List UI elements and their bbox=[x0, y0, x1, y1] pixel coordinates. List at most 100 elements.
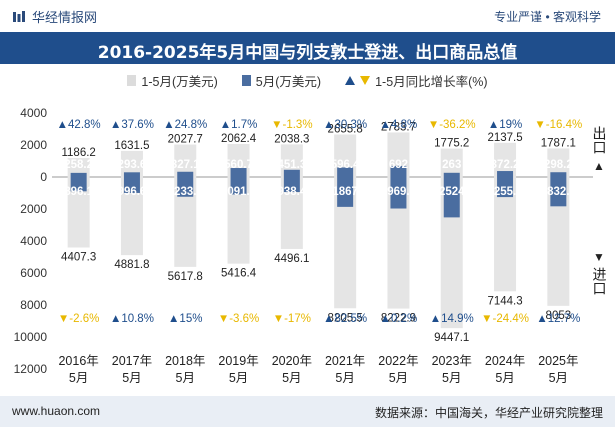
x-tick-label-month: 5月 bbox=[549, 371, 568, 385]
export-growth-label: ▼-36.2% bbox=[428, 119, 476, 131]
x-tick-label-month: 5月 bbox=[282, 371, 301, 385]
import-growth-label: ▲15% bbox=[168, 313, 202, 325]
export-growth-label: ▼-1.3% bbox=[271, 119, 312, 131]
import-ytd-bar bbox=[334, 177, 357, 309]
import-growth-label: ▲14.9% bbox=[430, 313, 474, 325]
import-ytd-label: 8205.5 bbox=[328, 312, 363, 324]
export-month-label: 298.2 bbox=[544, 159, 573, 171]
export-ytd-bar bbox=[440, 148, 463, 177]
x-tick-label-month: 5月 bbox=[122, 371, 141, 385]
export-month-label: 372.2 bbox=[491, 159, 520, 171]
import-month-bar bbox=[390, 177, 407, 209]
import-ytd-label: 4407.3 bbox=[61, 252, 96, 264]
import-month-label: 1867 bbox=[332, 186, 358, 198]
up-arrow-icon: ▲ bbox=[593, 159, 605, 173]
import-ytd-bar bbox=[174, 177, 197, 267]
x-tick-label-month: 5月 bbox=[495, 371, 514, 385]
chart-title: 2016-2025年5月中国与列支敦士登进、出口商品总值 bbox=[97, 43, 518, 63]
x-tick-label-year: 2016年 bbox=[58, 354, 98, 368]
export-ytd-label: 2027.7 bbox=[168, 134, 203, 146]
export-growth-label: ▲19% bbox=[488, 119, 522, 131]
export-month-label: 596.4 bbox=[331, 159, 360, 171]
x-tick-label-month: 5月 bbox=[229, 371, 248, 385]
import-ytd-label: 7144.3 bbox=[487, 295, 522, 307]
export-month-bar bbox=[497, 171, 514, 177]
import-ytd-label: 8053 bbox=[546, 310, 572, 322]
legend-ytd-swatch bbox=[127, 74, 137, 86]
export-month-bar bbox=[70, 172, 87, 177]
import-ytd-bar bbox=[67, 177, 90, 248]
import-ytd-bar bbox=[227, 177, 250, 264]
export-ytd-label: 2783.7 bbox=[381, 121, 416, 133]
x-tick-label-year: 2023年 bbox=[432, 354, 472, 368]
import-month-label: 996.6 bbox=[118, 186, 147, 198]
import-growth-label: ▼-17% bbox=[273, 313, 311, 325]
title-bar: 2016-2025年5月中国与列支敦士登进、出口商品总值 bbox=[0, 32, 615, 64]
export-ytd-bar bbox=[494, 142, 517, 177]
export-ytd-label: 1775.2 bbox=[434, 138, 469, 150]
x-tick-label-year: 2022年 bbox=[378, 354, 418, 368]
import-growth-label: ▲10.8% bbox=[110, 313, 154, 325]
export-month-bar bbox=[230, 168, 247, 177]
import-ytd-label: 5617.8 bbox=[168, 271, 203, 283]
export-ytd-label: 2655.8 bbox=[328, 124, 363, 136]
import-ytd-label: 4881.8 bbox=[114, 259, 149, 271]
import-growth-label: ▲0.2% bbox=[380, 313, 418, 325]
x-tick-label-month: 5月 bbox=[389, 371, 408, 385]
import-month-bar bbox=[283, 177, 300, 193]
export-ytd-label: 2038.3 bbox=[274, 133, 309, 145]
legend-growth-label: 1-5月同比增长率(%) bbox=[375, 74, 488, 89]
export-ytd-label: 1631.5 bbox=[114, 140, 149, 152]
legend-up-triangle-icon bbox=[345, 75, 356, 85]
top-bar: 华经情报网 专业严谨 • 客观科学 bbox=[0, 0, 615, 32]
legend-month: 5月(万美元) bbox=[241, 70, 322, 90]
x-tick-label-year: 2024年 bbox=[485, 354, 525, 368]
import-ytd-bar bbox=[547, 177, 570, 306]
import-month-label: 1255.1 bbox=[487, 186, 523, 198]
export-month-label: 560.7 bbox=[224, 159, 253, 171]
export-ytd-label: 1787.1 bbox=[541, 137, 576, 149]
brand-logo-icon bbox=[13, 10, 25, 22]
import-ytd-label: 5416.4 bbox=[221, 268, 257, 280]
import-ytd-bar bbox=[280, 177, 303, 249]
down-arrow-icon: ▼ bbox=[593, 250, 605, 264]
export-ytd-bar bbox=[67, 158, 90, 177]
export-growth-label: ▲42.8% bbox=[57, 119, 101, 131]
y-tick-label: 14000 bbox=[14, 394, 48, 396]
y-tick-label: 4000 bbox=[20, 106, 47, 120]
x-tick-label-year: 2021年 bbox=[325, 354, 365, 368]
footer-url[interactable]: www.huaon.com bbox=[12, 404, 101, 418]
footer-source: 数据来源：中国海关，华经产业研究院整理 bbox=[374, 406, 603, 420]
import-month-bar bbox=[497, 177, 514, 198]
export-ytd-label: 1186.2 bbox=[61, 147, 95, 159]
x-tick-label-month: 5月 bbox=[69, 371, 88, 385]
import-month-bar bbox=[123, 177, 140, 193]
chart-plot: 6000400020000200040006000800010000120001… bbox=[14, 106, 593, 396]
y-tick-label: 6000 bbox=[20, 266, 47, 280]
export-month-label: 293.6 bbox=[118, 159, 147, 171]
import-growth-label: ▼-2.6% bbox=[58, 313, 99, 325]
export-month-bar bbox=[283, 169, 300, 177]
import-ytd-label: 9447.1 bbox=[434, 332, 469, 344]
y-tick-label: 4000 bbox=[20, 234, 47, 248]
legend-month-label: 5月(万美元) bbox=[255, 74, 322, 89]
export-ytd-bar bbox=[334, 134, 357, 177]
export-month-label: 258.2 bbox=[64, 159, 93, 171]
export-month-label: 263 bbox=[442, 159, 461, 171]
brand-logo[interactable]: 华经情报网 bbox=[12, 7, 97, 26]
import-growth-label: ▲82.5% bbox=[323, 313, 367, 325]
legend-ytd: 1-5月(万美元) bbox=[127, 70, 218, 90]
import-ytd-bar bbox=[494, 177, 517, 292]
side-label-import: ▼ 进口 bbox=[591, 250, 608, 298]
import-month-bar bbox=[230, 177, 247, 195]
export-ytd-bar bbox=[387, 132, 410, 177]
export-month-bar bbox=[177, 171, 194, 177]
y-tick-label: 12000 bbox=[14, 362, 48, 376]
legend-month-swatch bbox=[241, 74, 251, 86]
y-tick-label: 10000 bbox=[14, 330, 48, 344]
export-month-label: 451.3 bbox=[277, 159, 306, 171]
import-growth-label: ▼-24.4% bbox=[481, 313, 529, 325]
brand-name: 华经情报网 bbox=[32, 10, 98, 25]
import-month-label: 1091.1 bbox=[221, 186, 257, 198]
y-tick-label: 2000 bbox=[20, 138, 47, 152]
